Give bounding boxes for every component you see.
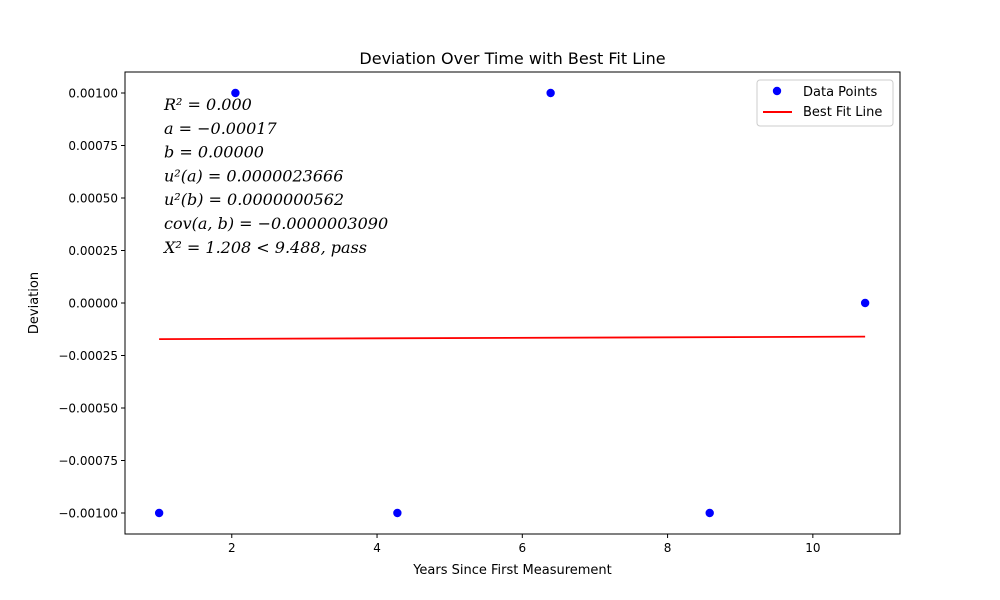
y-tick-label: −0.00100 — [58, 507, 118, 521]
y-tick-label: −0.00025 — [58, 349, 118, 363]
data-point — [860, 298, 870, 308]
legend-box — [756, 79, 894, 127]
legend-label-best-fit-line: Best Fit Line — [803, 105, 882, 120]
legend-marker-data-points — [772, 86, 782, 96]
stat-line: X² = 1.208 < 9.488, pass — [162, 238, 367, 257]
data-point — [393, 508, 402, 518]
x-axis: 2 4 6 8 10 — [228, 534, 820, 555]
x-tick-label: 6 — [518, 541, 526, 555]
x-axis-label: Years Since First Measurement — [412, 563, 612, 578]
x-tick-label: 2 — [228, 541, 236, 555]
stat-line: u²(a) = 0.0000023666 — [164, 166, 343, 185]
data-point — [154, 508, 164, 518]
y-axis: 0.00100 0.00075 0.00050 0.00025 0.00000 −0.00… — [58, 87, 125, 521]
stat-line: b = 0.00000 — [164, 143, 264, 162]
best-fit-line — [159, 335, 866, 341]
stat-line: a = −0.00017 — [164, 119, 278, 138]
x-tick-label: 8 — [664, 541, 672, 555]
y-tick-label: −0.00075 — [58, 454, 118, 468]
stat-line: cov(a, b) = −0.0000003090 — [164, 214, 388, 233]
plot-marks — [154, 88, 870, 518]
y-tick-label: 0.00000 — [68, 297, 118, 311]
data-point — [231, 88, 240, 98]
data-point — [546, 88, 555, 98]
y-tick-label: 0.00050 — [68, 192, 118, 206]
x-tick-label: 4 — [373, 541, 381, 555]
legend: Data Points Best Fit Line — [756, 79, 894, 127]
y-tick-label: 0.00100 — [68, 87, 118, 101]
y-tick-label: 0.00075 — [68, 139, 118, 153]
x-tick-label: 10 — [805, 541, 820, 555]
chart-title: Deviation Over Time with Best Fit Line — [359, 49, 665, 68]
data-point — [705, 508, 714, 518]
stat-line: R² = 0.000 — [163, 95, 252, 114]
y-axis-label: Deviation — [27, 272, 42, 334]
stat-line: u²(b) = 0.0000000562 — [164, 190, 344, 209]
y-tick-label: −0.00050 — [58, 402, 118, 416]
legend-label-data-points: Data Points — [803, 85, 877, 100]
y-tick-label: 0.00025 — [68, 244, 118, 258]
plot-frame — [124, 71, 901, 535]
stats-annotation: R² = 0.000 a = −0.00017 b = 0.00000 u²(a) =… — [162, 95, 388, 257]
